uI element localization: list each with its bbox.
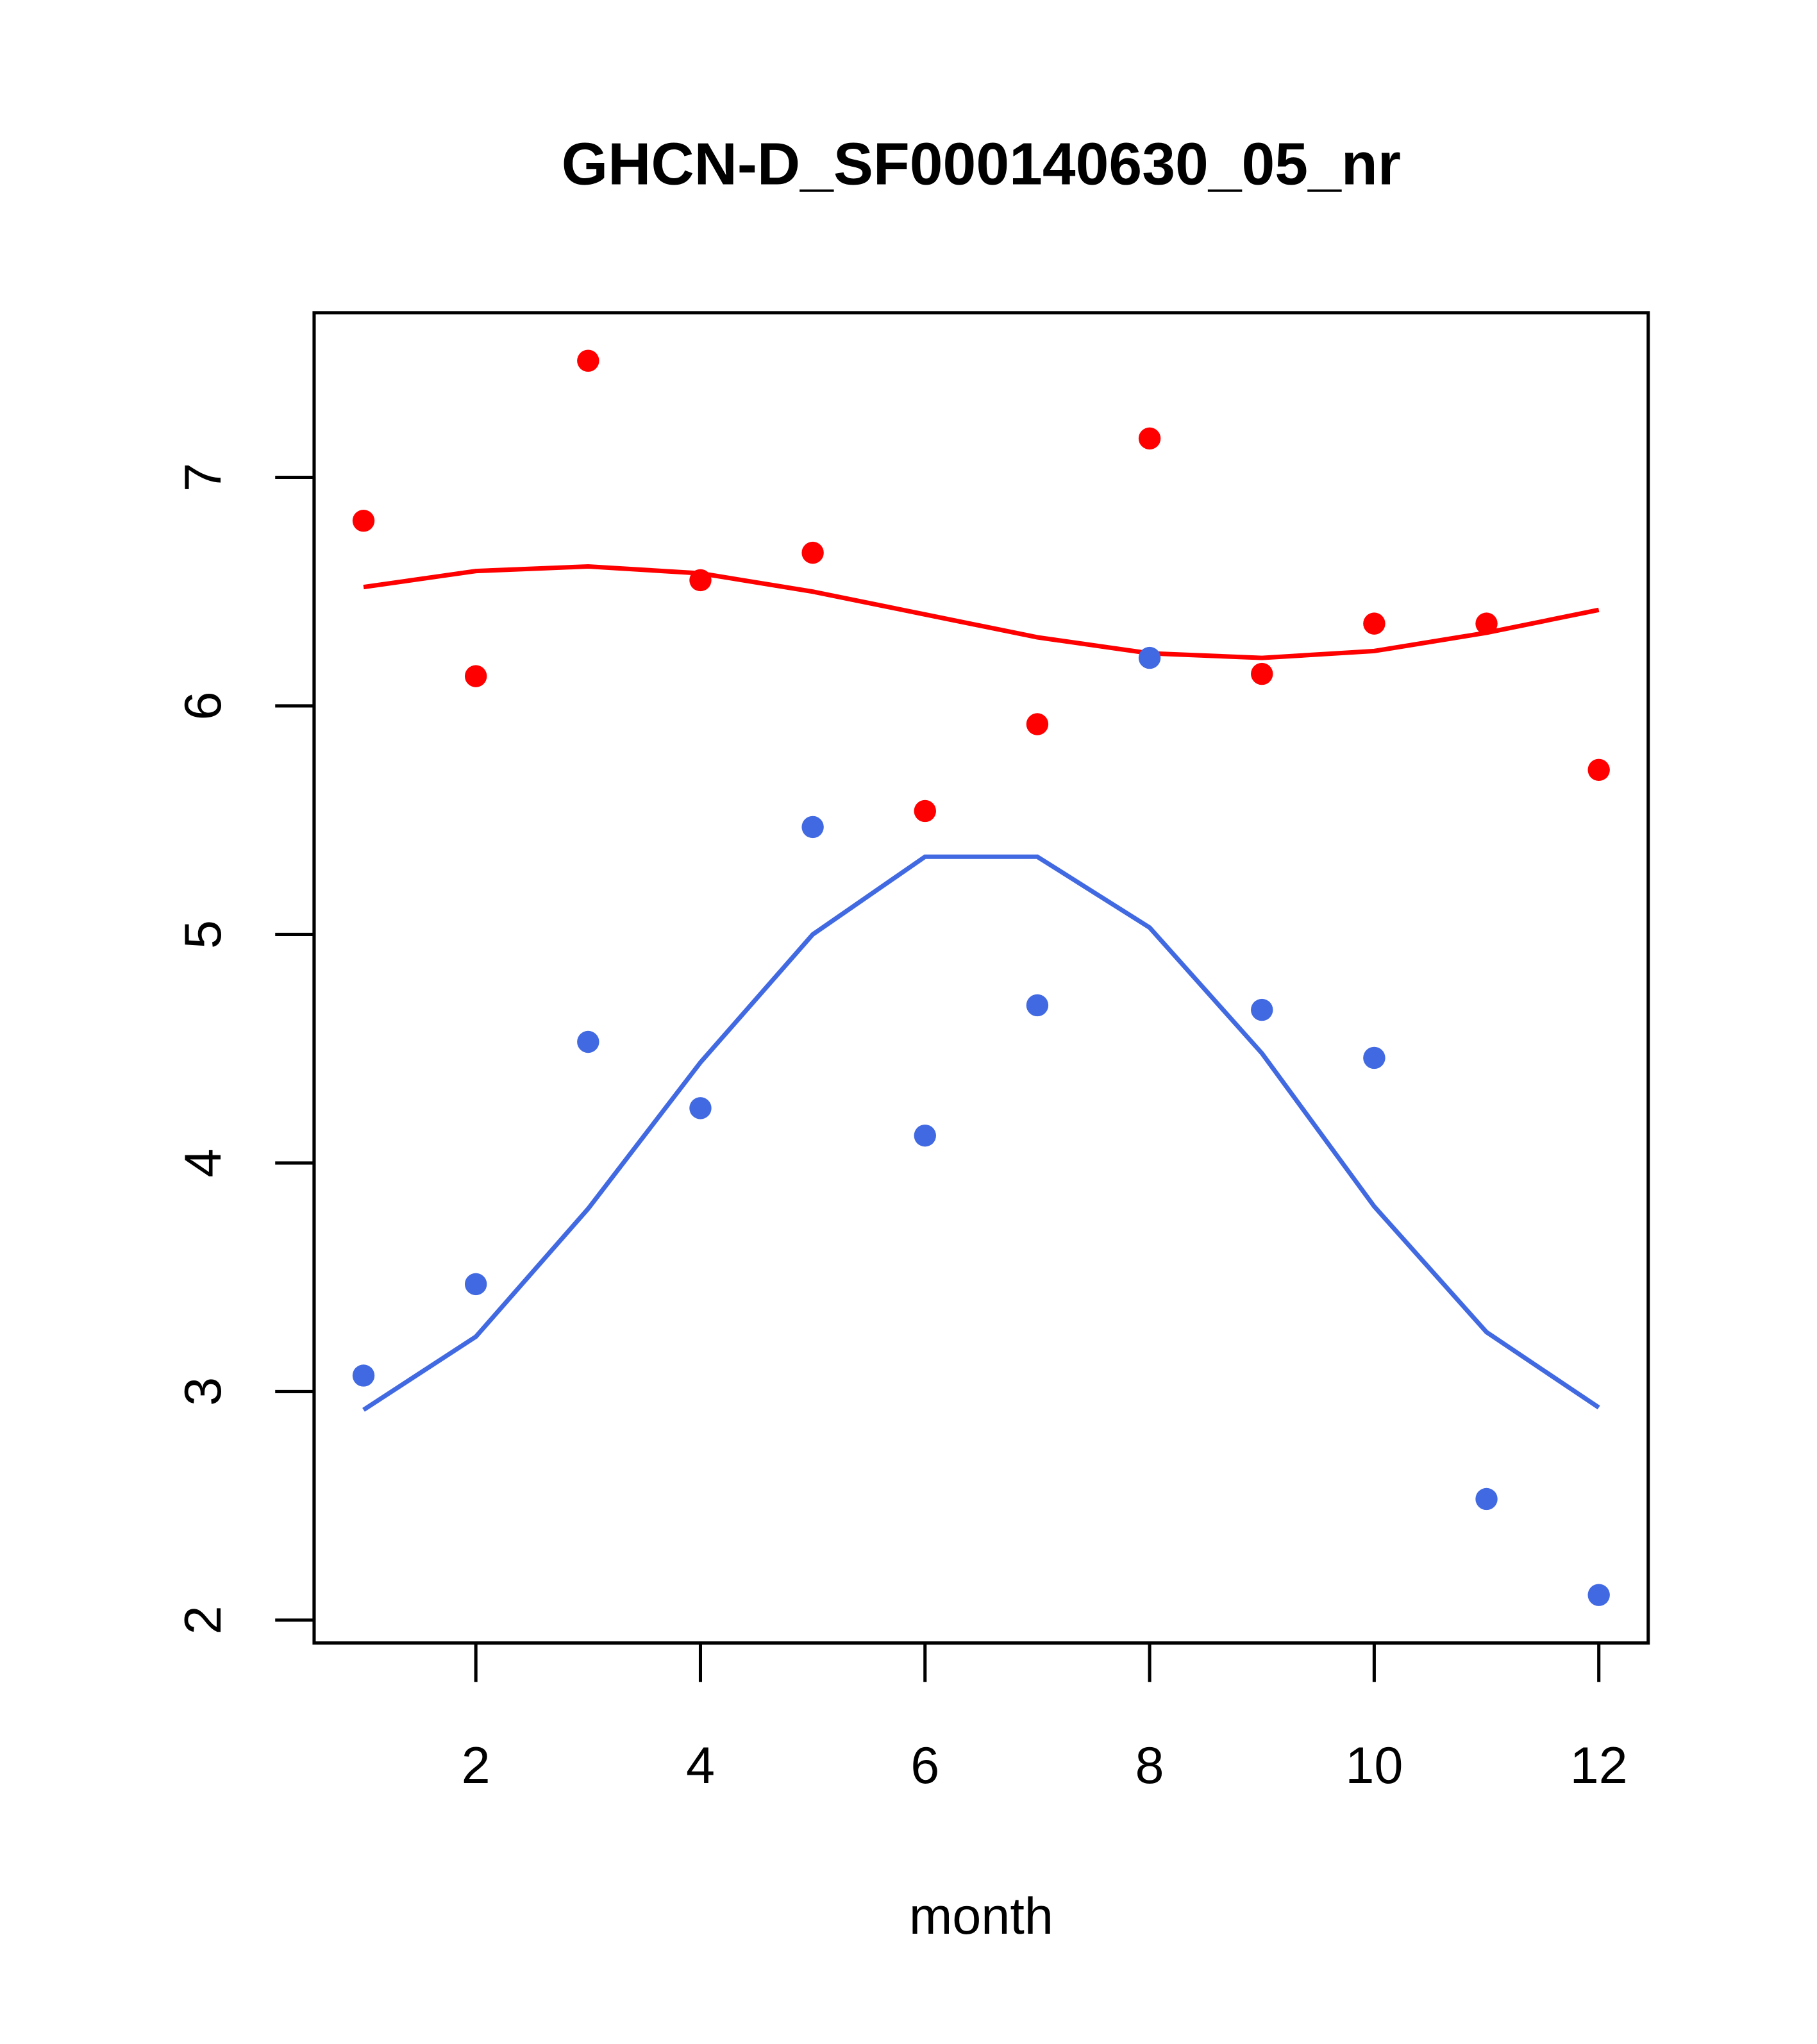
red-points-point — [1587, 758, 1610, 781]
red-points-point — [914, 800, 936, 823]
red-points-point — [577, 349, 599, 372]
x-tick-label: 12 — [1570, 1737, 1628, 1795]
blue-points-point — [1363, 1046, 1386, 1069]
blue-points-point — [1138, 646, 1161, 669]
x-tick-label: 6 — [910, 1737, 939, 1795]
y-tick-label: 7 — [174, 463, 232, 492]
x-tick-label: 4 — [686, 1737, 715, 1795]
blue-points-point — [1587, 1584, 1610, 1606]
red-points-point — [801, 541, 824, 564]
y-tick-label: 4 — [174, 1148, 232, 1177]
blue-points-point — [1251, 998, 1273, 1021]
red-points-point — [1475, 612, 1498, 635]
red-points-point — [1026, 713, 1049, 735]
red-points-point — [464, 665, 487, 687]
chart-title: GHCN-D_SF000140630_05_nr — [562, 130, 1401, 197]
red-points-point — [1363, 612, 1386, 635]
x-axis: 2 4 6 8 10 12 — [462, 1641, 1628, 1795]
y-tick-label: 3 — [174, 1377, 232, 1406]
blue-points-point — [577, 1030, 599, 1053]
plot-frame — [312, 311, 1650, 1645]
x-tick-label: 2 — [462, 1737, 490, 1795]
y-tick-label: 5 — [174, 920, 232, 949]
blue-points-point — [1026, 994, 1049, 1017]
blue-points-point — [1475, 1487, 1498, 1511]
blue-points-point — [464, 1273, 487, 1296]
y-axis: 2 3 4 5 6 7 — [174, 463, 316, 1634]
red-points-point — [352, 510, 375, 532]
blue-points-point — [352, 1364, 375, 1387]
y-tick-label: 2 — [174, 1605, 232, 1634]
red-points-point — [1251, 662, 1273, 685]
red-fit-line — [363, 564, 1600, 660]
blue-points-point — [801, 816, 824, 839]
blue-points-point — [914, 1124, 936, 1147]
series-layer — [352, 349, 1610, 1606]
blue-points-point — [689, 1097, 712, 1119]
red-points-point — [1138, 427, 1161, 450]
y-tick-label: 6 — [174, 691, 232, 720]
blue-fit-line — [362, 854, 1600, 1412]
x-tick-label: 8 — [1135, 1737, 1164, 1795]
x-axis-label: month — [909, 1888, 1053, 1945]
x-tick-label: 10 — [1345, 1737, 1403, 1795]
